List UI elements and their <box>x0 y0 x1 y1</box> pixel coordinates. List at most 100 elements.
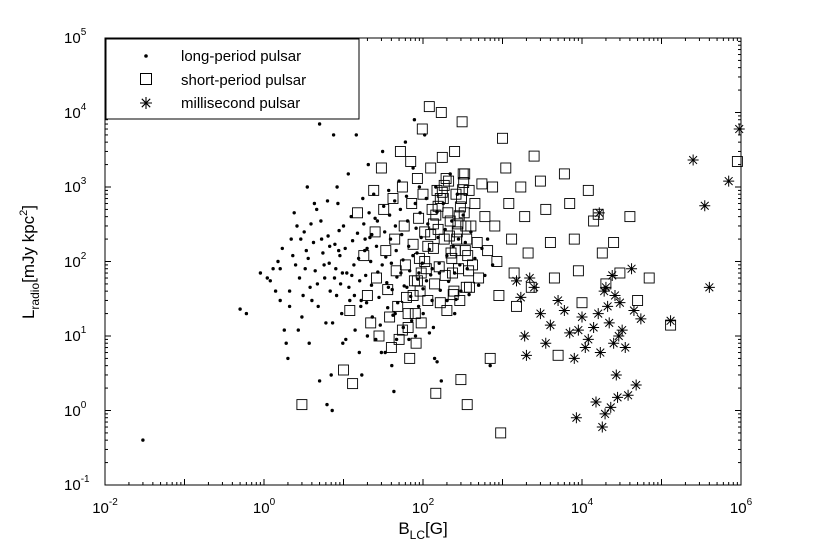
data-point-short-period <box>393 333 405 345</box>
data-point-long-period <box>299 237 303 241</box>
data-point-short-period <box>385 342 397 353</box>
y-tick-label: 100 <box>64 400 87 420</box>
data-point-millisecond <box>628 304 640 316</box>
data-point-long-period <box>284 341 288 345</box>
data-point-millisecond <box>612 391 624 403</box>
data-point-long-period <box>413 334 418 338</box>
data-point-short-period <box>415 317 427 329</box>
data-point-short-period <box>493 290 505 301</box>
data-point-short-period <box>396 181 408 193</box>
data-point-short-period <box>495 427 507 439</box>
data-point-long-period <box>311 240 316 245</box>
data-point-short-period <box>479 211 491 223</box>
data-point-long-period <box>265 276 269 280</box>
data-point-long-period <box>327 261 331 265</box>
data-point-long-period <box>411 166 415 170</box>
data-point-short-period <box>450 188 462 200</box>
data-point-long-period <box>315 282 320 286</box>
data-point-millisecond <box>723 175 735 187</box>
legend-item-short-period: short-period pulsar <box>140 72 306 89</box>
data-point-short-period <box>449 245 461 257</box>
data-point-millisecond <box>519 330 531 342</box>
y-tick-label: 10-1 <box>64 474 90 494</box>
data-point-short-period <box>484 352 496 364</box>
y-tick-label: 104 <box>64 102 87 122</box>
data-point-short-period <box>352 207 363 219</box>
data-point-short-period <box>506 233 518 245</box>
data-point-short-period <box>455 374 467 386</box>
data-point-short-period <box>399 259 411 271</box>
data-point-long-period <box>476 283 481 287</box>
data-point-short-period <box>338 364 349 376</box>
data-point-long-period <box>417 271 421 275</box>
data-point-long-period <box>369 283 374 287</box>
data-point-long-period <box>305 185 309 189</box>
data-point-long-period <box>340 311 344 316</box>
legend-square-marker <box>140 73 152 85</box>
x-axis-label: BLC[G] <box>398 519 447 542</box>
data-point-long-period <box>383 230 387 234</box>
data-point-long-period <box>273 289 278 293</box>
data-point-short-period <box>456 193 467 204</box>
data-point-long-period <box>412 118 417 122</box>
data-point-short-period <box>423 101 435 113</box>
data-point-short-period <box>401 291 412 303</box>
data-point-short-period <box>461 399 473 411</box>
data-point-millisecond <box>630 379 642 391</box>
data-point-long-period <box>315 207 319 212</box>
data-point-short-period <box>500 162 512 174</box>
data-point-long-period <box>306 256 310 261</box>
data-point-short-period <box>369 226 381 238</box>
data-point-long-period <box>416 304 421 309</box>
data-point-millisecond <box>588 322 600 334</box>
data-point-short-period <box>511 300 522 312</box>
data-point-short-period <box>582 184 594 196</box>
data-point-short-period <box>368 184 380 196</box>
data-point-short-period <box>427 242 439 254</box>
data-point-short-period <box>482 245 494 257</box>
data-point-long-period <box>293 263 298 267</box>
data-point-millisecond <box>572 324 584 336</box>
data-points <box>141 101 745 442</box>
data-point-millisecond <box>593 207 605 219</box>
data-point-millisecond <box>626 263 638 275</box>
data-point-millisecond <box>592 308 604 320</box>
data-point-long-period <box>280 246 284 251</box>
data-point-millisecond <box>510 275 522 287</box>
data-point-long-period <box>325 402 329 407</box>
data-point-long-period <box>289 237 293 241</box>
data-point-long-period <box>334 267 338 271</box>
data-point-short-period <box>463 265 475 277</box>
data-point-long-period <box>390 287 394 292</box>
data-point-long-period <box>390 363 394 368</box>
data-point-short-period <box>458 177 470 188</box>
data-point-millisecond <box>613 330 625 342</box>
y-axis-label: Lradio[mJy kpc2] <box>18 205 42 319</box>
data-point-long-period <box>367 211 371 215</box>
data-point-short-period <box>396 324 408 336</box>
data-point-short-period <box>411 275 423 287</box>
data-point-long-period <box>317 379 322 383</box>
data-point-short-period <box>375 162 387 174</box>
data-point-millisecond <box>635 313 647 325</box>
data-point-long-period <box>329 373 333 377</box>
data-point-long-period <box>321 251 325 255</box>
data-point-short-period <box>422 295 434 306</box>
data-point-long-period <box>268 279 272 283</box>
data-point-millisecond <box>582 333 594 345</box>
data-point-short-period <box>427 218 439 230</box>
x-tick-label: 100 <box>253 497 276 517</box>
data-point-long-period <box>386 306 390 310</box>
data-point-short-period <box>515 181 527 193</box>
data-point-long-period <box>354 133 358 137</box>
data-point-millisecond <box>552 294 564 306</box>
data-point-long-period <box>438 288 442 292</box>
data-point-short-period <box>447 289 459 301</box>
data-point-long-period <box>407 244 411 248</box>
data-point-short-period <box>382 284 394 296</box>
data-point-short-period <box>476 178 488 190</box>
data-point-long-period <box>411 253 415 258</box>
data-point-short-period <box>471 237 483 248</box>
data-point-short-period <box>434 193 446 204</box>
